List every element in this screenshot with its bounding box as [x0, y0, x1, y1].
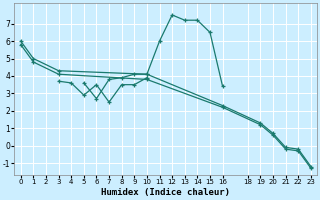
X-axis label: Humidex (Indice chaleur): Humidex (Indice chaleur)	[101, 188, 230, 197]
